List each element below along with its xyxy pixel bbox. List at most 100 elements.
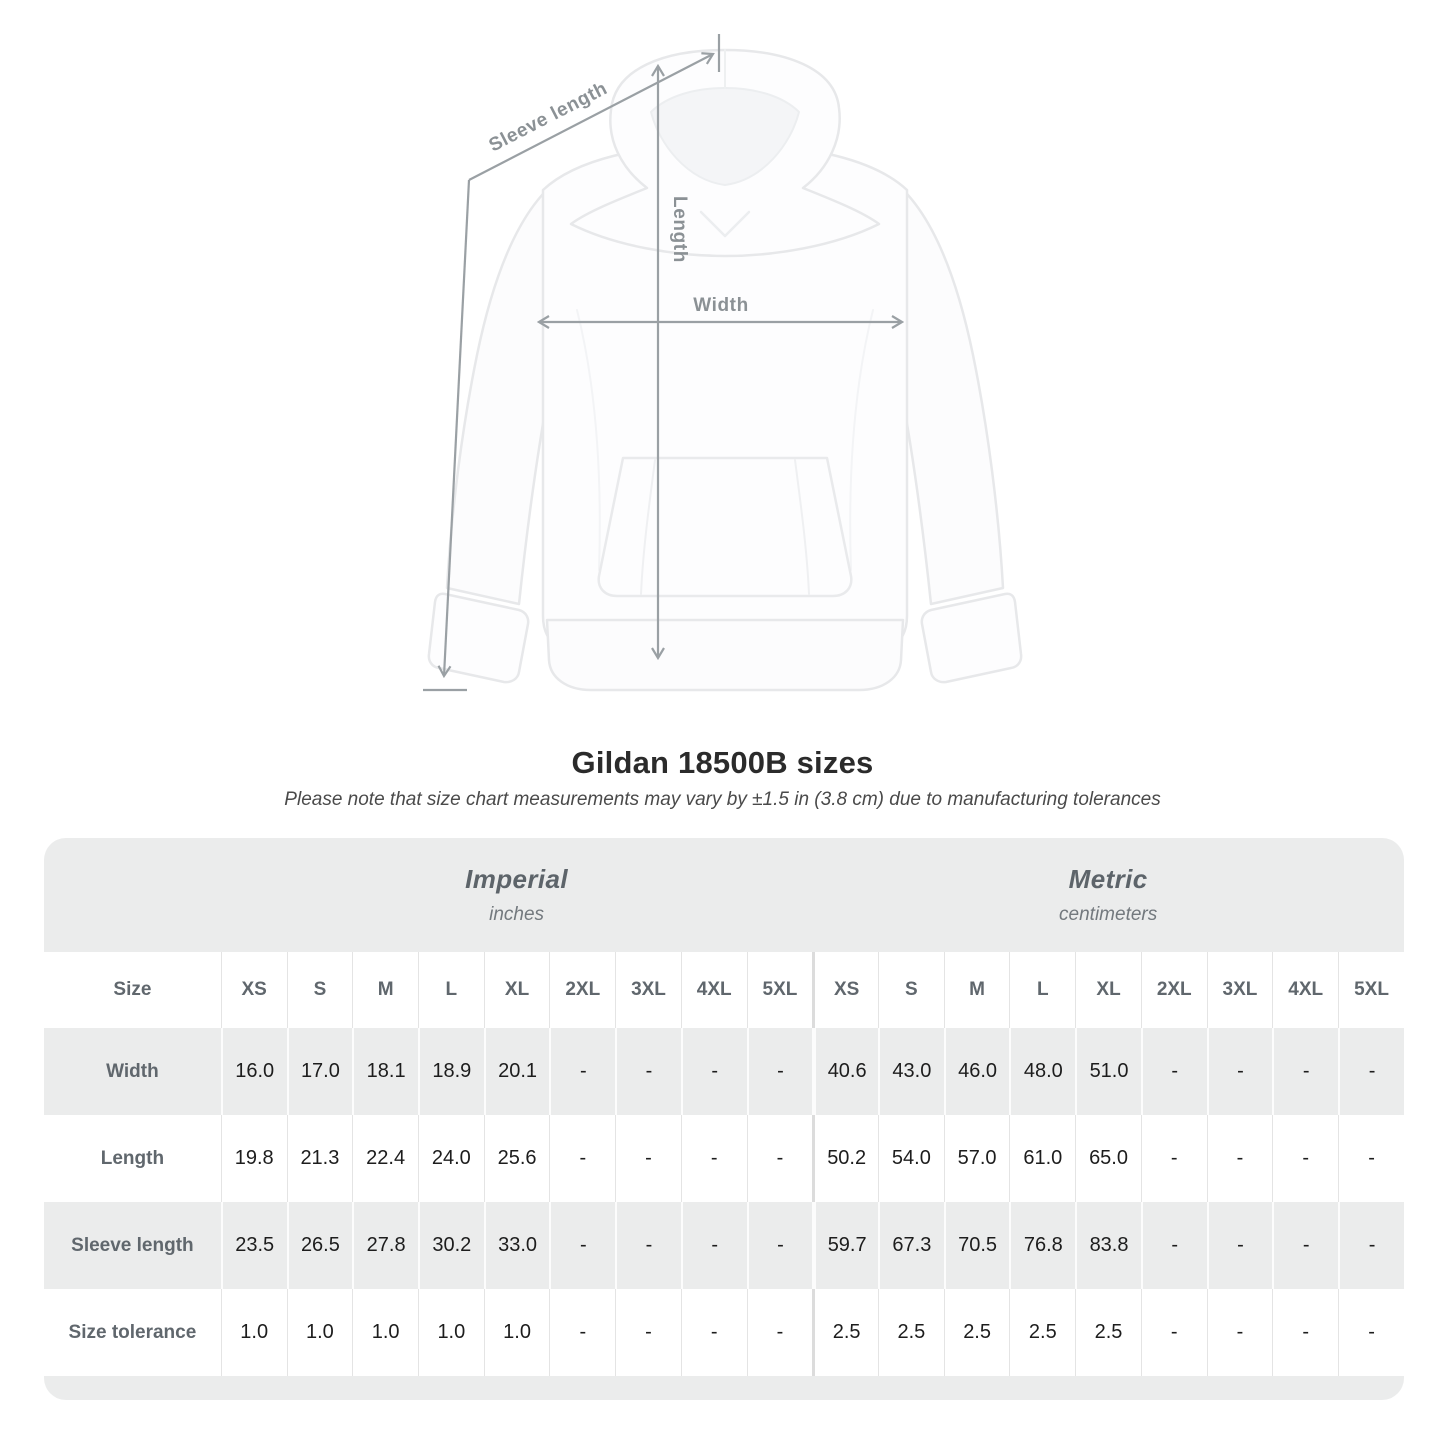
size-column-header: XS	[812, 952, 879, 1028]
size-value-cell: 2.5	[878, 1289, 944, 1376]
hood-inner-panel	[650, 87, 800, 186]
size-value-cell: -	[680, 1202, 747, 1289]
size-column-header: XS	[220, 952, 287, 1028]
size-column-header: XL	[483, 952, 550, 1028]
hem-ribbing	[545, 618, 905, 692]
size-chart-table: Imperial inches Metric centimeters Size …	[44, 838, 1404, 1376]
size-value-cell: 83.8	[1075, 1202, 1141, 1289]
size-value-cell: -	[680, 1028, 747, 1115]
size-value-cell: -	[1140, 1202, 1207, 1289]
size-value-cell: 26.5	[286, 1202, 353, 1289]
tolerance-note: Please note that size chart measurements…	[284, 789, 1161, 810]
size-column-header: M	[352, 952, 418, 1028]
size-value-cell: -	[549, 1115, 616, 1202]
size-value-cell: 2.5	[1075, 1289, 1141, 1376]
row-label: Sleeve length	[71, 1234, 194, 1256]
hoodie-shape	[427, 48, 1023, 692]
size-value-cell: 70.5	[943, 1202, 1010, 1289]
size-value-cell: -	[615, 1289, 681, 1376]
size-value-cell: 19.8	[220, 1115, 287, 1202]
left-cuff	[427, 592, 530, 684]
hoodie-measurement-diagram: Width Length Sleeve length	[415, 10, 1035, 720]
size-value-cell: 23.5	[220, 1202, 287, 1289]
size-value-cell: 67.3	[878, 1202, 944, 1289]
size-column-header: S	[286, 952, 353, 1028]
size-value-cell: 2.5	[1009, 1289, 1076, 1376]
size-value-cell: 27.8	[352, 1202, 418, 1289]
size-value-cell: -	[549, 1028, 615, 1115]
body-folds	[576, 309, 874, 571]
size-value-cell: -	[1140, 1289, 1207, 1376]
size-value-cell: 33.0	[483, 1202, 550, 1289]
row-label: Size tolerance	[44, 1289, 221, 1376]
metric-label: Metric	[1068, 864, 1148, 894]
size-value-cell: 2.5	[943, 1289, 1010, 1376]
hood-v-overlap	[699, 210, 751, 238]
size-value-cell: 51.0	[1075, 1028, 1141, 1115]
sleeve-diagonal-arrow	[468, 54, 713, 181]
hoodie-illustration: Width Length Sleeve length	[423, 34, 1023, 692]
size-value-cell: 24.0	[417, 1115, 484, 1202]
size-value-cell: -	[549, 1202, 615, 1289]
size-value-cell: 20.1	[483, 1028, 550, 1115]
size-header-row: Size XS S M L XL 2XL 3XL 4XL 5XL XS S M L XL 2XL 3XL 4XL…	[44, 952, 1404, 1028]
size-value-cell: -	[1272, 1028, 1338, 1115]
size-column-header: 5XL	[1338, 952, 1404, 1028]
size-value-cell: -	[746, 1028, 813, 1115]
size-value-cell: 22.4	[352, 1115, 418, 1202]
size-column-header: 2XL	[549, 952, 616, 1028]
length-measure-label: Length	[669, 196, 690, 263]
size-column-header: 2XL	[1140, 952, 1207, 1028]
size-value-cell: 43.0	[878, 1028, 944, 1115]
imperial-units: inches	[489, 904, 545, 925]
size-value-cell: 30.2	[417, 1202, 484, 1289]
size-value-cell: -	[680, 1115, 747, 1202]
size-value-cell: 25.6	[483, 1115, 550, 1202]
table-row: Width 16.0 17.0 18.1 18.9 20.1- - - -40.6 43.0 46.…	[44, 1028, 1404, 1115]
size-value-cell: -	[1338, 1202, 1404, 1289]
size-value-cell: 2.5	[812, 1289, 879, 1376]
size-value-cell: -	[1206, 1202, 1273, 1289]
size-value-cell: -	[615, 1028, 681, 1115]
size-value-cell: -	[1206, 1289, 1273, 1376]
size-value-cell: -	[680, 1289, 747, 1376]
size-value-cell: 18.1	[352, 1028, 418, 1115]
size-value-cell: 50.2	[812, 1115, 879, 1202]
size-value-cell: 40.6	[812, 1028, 878, 1115]
size-value-cell: -	[1272, 1115, 1339, 1202]
size-value-cell: -	[746, 1115, 813, 1202]
measurement-arrows	[423, 34, 902, 692]
size-value-cell: 18.9	[417, 1028, 484, 1115]
size-value-cell: -	[615, 1202, 681, 1289]
size-column-header: S	[878, 952, 944, 1028]
size-column-header: L	[1009, 952, 1076, 1028]
size-column-header: L	[417, 952, 484, 1028]
size-value-cell: 59.7	[812, 1202, 878, 1289]
size-value-cell: 48.0	[1009, 1028, 1075, 1115]
size-value-cell: -	[1140, 1115, 1207, 1202]
size-value-cell: 17.0	[286, 1028, 353, 1115]
size-value-cell: 1.0	[286, 1289, 353, 1376]
size-value-cell: 65.0	[1075, 1115, 1141, 1202]
size-value-cell: 1.0	[220, 1289, 287, 1376]
imperial-label: Imperial	[465, 864, 569, 894]
size-value-cell: -	[1338, 1028, 1404, 1115]
size-value-cell: 61.0	[1009, 1115, 1076, 1202]
size-value-cell: -	[615, 1115, 681, 1202]
table-row: Length 19.8 21.3 22.4 24.0 25.6- - - -50.2 54.0 57…	[44, 1115, 1404, 1202]
size-column-header: XL	[1075, 952, 1141, 1028]
size-column-header: M	[943, 952, 1010, 1028]
band-corner	[44, 838, 221, 952]
size-value-cell: 1.0	[417, 1289, 484, 1376]
size-chart-card: Imperial inches Metric centimeters Size …	[44, 838, 1404, 1400]
size-value-cell: -	[1338, 1289, 1404, 1376]
size-column-header: 4XL	[680, 952, 747, 1028]
size-value-cell: -	[1206, 1115, 1273, 1202]
row-label: Width	[106, 1060, 159, 1082]
page-title: Gildan 18500B sizes	[571, 745, 874, 780]
size-value-cell: -	[1338, 1115, 1404, 1202]
size-value-cell: 76.8	[1009, 1202, 1075, 1289]
width-measure-label: Width	[693, 295, 749, 316]
unit-band-row: Imperial inches Metric centimeters	[44, 838, 1404, 952]
